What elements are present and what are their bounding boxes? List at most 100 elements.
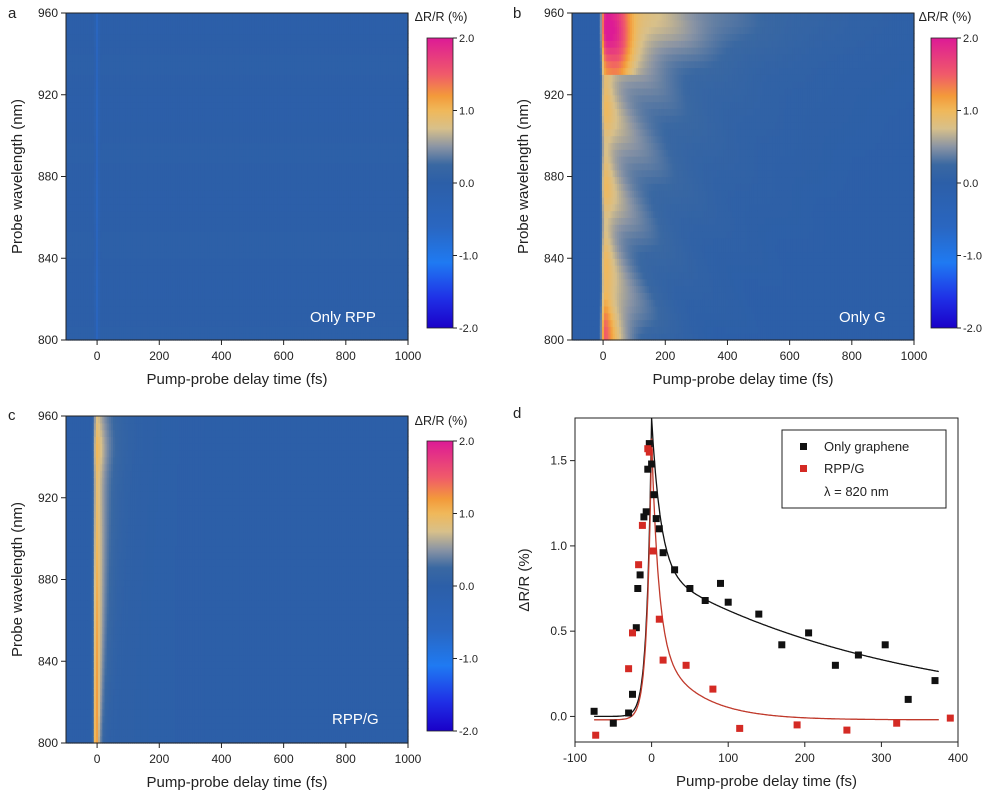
heatmap-cell: [164, 190, 168, 198]
heatmap-cell: [185, 26, 189, 35]
heatmap-cell: [175, 210, 178, 218]
heatmap-cell: [115, 101, 118, 109]
heatmap-cell: [87, 237, 91, 246]
heatmap-cell: [215, 67, 219, 75]
heatmap-cell: [147, 33, 150, 41]
heatmap-cell: [215, 53, 219, 62]
heatmap-cell: [204, 305, 208, 314]
heatmap-cell: [237, 176, 240, 184]
heatmap-cell: [85, 176, 88, 184]
heatmap-cell: [157, 74, 161, 82]
heatmap-cell: [209, 19, 212, 28]
heatmap-cell: [72, 176, 76, 184]
heatmap-cell: [72, 142, 76, 150]
heatmap-cell: [147, 81, 150, 89]
heatmap-cell: [102, 87, 106, 96]
heatmap-cell: [192, 237, 195, 246]
heatmap-cell: [140, 156, 144, 164]
heatmap-cell: [232, 278, 236, 287]
heatmap-cell: [247, 122, 251, 130]
heatmap-cell: [125, 33, 129, 41]
heatmap-cell: [106, 231, 110, 239]
heatmap-cell: [134, 94, 138, 103]
heatmap-cell: [108, 196, 112, 205]
heatmap-cell: [110, 258, 114, 266]
heatmap-cell: [76, 183, 80, 191]
heatmap-cell: [149, 224, 153, 232]
heatmap-cell: [207, 81, 210, 89]
heatmap-cell: [243, 292, 247, 300]
heatmap-cell: [142, 217, 146, 225]
heatmap-cell: [170, 333, 174, 341]
heatmap-cell: [93, 169, 97, 178]
heatmap-cell: [104, 53, 108, 62]
heatmap-cell: [162, 26, 165, 35]
heatmap-cell: [254, 142, 257, 150]
heatmap-cell: [142, 183, 146, 191]
heatmap-cell: [153, 33, 157, 41]
heatmap-cell: [232, 135, 236, 144]
heatmap-cell: [125, 319, 129, 327]
heatmap-cell: [83, 108, 86, 116]
heatmap-cell: [110, 271, 114, 280]
heatmap-cell: [66, 128, 69, 137]
heatmap-cell: [121, 156, 125, 164]
heatmap-cell: [226, 265, 230, 273]
heatmap-cell: [106, 210, 110, 218]
heatmap-cell: [83, 183, 86, 191]
heatmap-cell: [140, 135, 144, 144]
heatmap-cell: [232, 67, 236, 75]
heatmap-cell: [166, 74, 170, 82]
heatmap-cell: [170, 162, 174, 171]
heatmap-cell: [211, 224, 215, 232]
heatmap-cell: [239, 149, 242, 157]
heatmap-cell: [98, 156, 101, 164]
heatmap-cell: [115, 299, 118, 307]
heatmap-cell: [134, 122, 138, 130]
heatmap-cell: [175, 196, 178, 205]
heatmap-cell: [136, 176, 140, 184]
heatmap-cell: [151, 203, 155, 212]
heatmap-cell: [251, 101, 255, 109]
heatmap-cell: [224, 333, 227, 341]
heatmap-cell: [70, 244, 74, 253]
heatmap-cell: [237, 285, 240, 293]
heatmap-cell: [162, 142, 165, 150]
heatmap-cell: [85, 19, 88, 28]
heatmap-cell: [172, 81, 176, 89]
heatmap-cell: [198, 94, 202, 103]
heatmap-cell: [254, 19, 257, 28]
heatmap-cell: [160, 47, 163, 55]
heatmap-cell: [106, 217, 110, 225]
heatmap-cell: [136, 203, 140, 212]
heatmap-cell: [130, 265, 133, 273]
heatmap-cell: [76, 94, 80, 103]
heatmap-cell: [170, 19, 174, 28]
heatmap-cell: [224, 53, 227, 62]
heatmap-cell: [181, 319, 185, 327]
heatmap-cell: [117, 237, 121, 246]
heatmap-cell: [98, 169, 101, 178]
heatmap-cell: [160, 237, 163, 246]
heatmap-cell: [243, 237, 247, 246]
heatmap-cell: [80, 33, 84, 41]
heatmap-cell: [78, 251, 82, 259]
heatmap-cell: [95, 33, 99, 41]
heatmap-cell: [121, 292, 125, 300]
heatmap-cell: [93, 135, 97, 144]
heatmap-cell: [125, 231, 129, 239]
heatmap-cell: [222, 312, 225, 321]
heatmap-cell: [209, 258, 212, 266]
heatmap-cell: [157, 87, 161, 96]
heatmap-cell: [228, 169, 232, 178]
heatmap-cell: [251, 162, 255, 171]
heatmap-cell: [164, 305, 168, 314]
heatmap-cell: [198, 135, 202, 144]
heatmap-cell: [204, 196, 208, 205]
heatmap-cell: [170, 210, 174, 218]
heatmap-cell: [196, 333, 200, 341]
heatmap-cell: [239, 217, 242, 225]
heatmap-cell: [74, 305, 78, 314]
heatmap-cell: [254, 156, 257, 164]
heatmap-cell: [117, 101, 121, 109]
